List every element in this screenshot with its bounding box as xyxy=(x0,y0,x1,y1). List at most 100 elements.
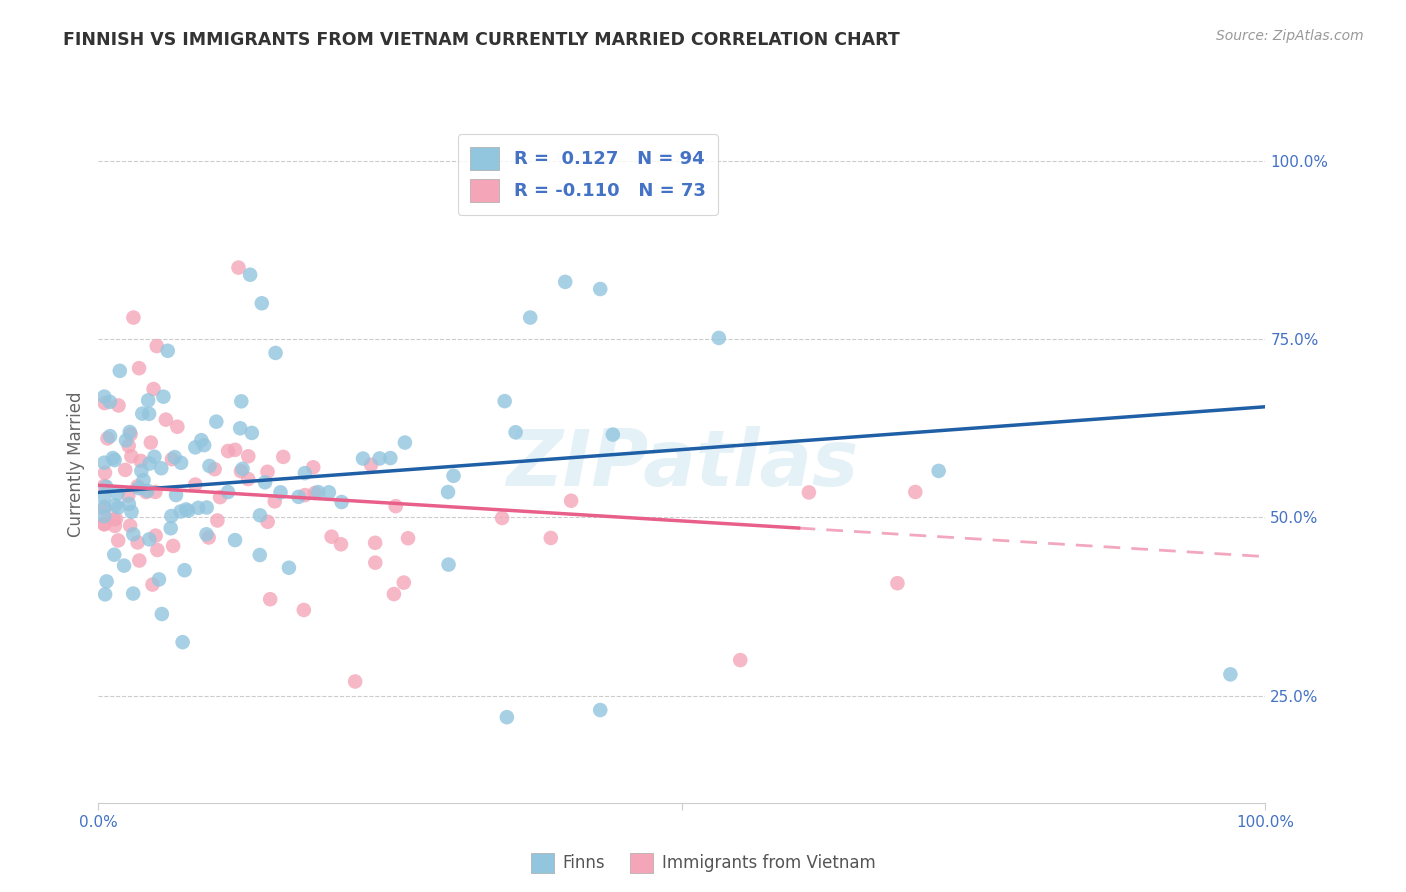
Point xyxy=(204,462,226,476)
Point xyxy=(96,574,118,589)
Point xyxy=(143,484,166,499)
Point xyxy=(302,460,325,475)
Point xyxy=(228,260,250,275)
Point xyxy=(141,577,163,591)
Point xyxy=(229,421,252,435)
Point xyxy=(364,556,387,570)
Point xyxy=(231,394,253,409)
Point xyxy=(169,504,191,518)
Point xyxy=(150,607,173,621)
Point xyxy=(269,485,291,500)
Point xyxy=(394,435,416,450)
Point xyxy=(360,458,382,472)
Point xyxy=(292,603,315,617)
Point xyxy=(160,509,183,524)
Point xyxy=(259,592,281,607)
Y-axis label: Currently Married: Currently Married xyxy=(66,391,84,537)
Point xyxy=(443,468,465,483)
Point xyxy=(318,485,340,500)
Point xyxy=(135,485,157,500)
Point xyxy=(264,346,287,360)
Text: ZIPatlas: ZIPatlas xyxy=(506,425,858,502)
Point xyxy=(207,513,229,527)
Point xyxy=(122,310,145,325)
Point xyxy=(271,450,294,464)
Point xyxy=(118,439,141,453)
Point xyxy=(93,491,115,505)
Point xyxy=(294,488,316,502)
Point xyxy=(108,364,131,378)
Point xyxy=(396,531,419,545)
Point xyxy=(589,703,612,717)
Point xyxy=(195,500,218,515)
Point xyxy=(205,415,228,429)
Point xyxy=(263,494,285,508)
Point xyxy=(138,533,160,547)
Point xyxy=(93,517,115,532)
Point xyxy=(104,499,127,513)
Point xyxy=(146,339,169,353)
Point xyxy=(589,282,612,296)
Point xyxy=(307,485,329,500)
Point xyxy=(93,396,115,410)
Point xyxy=(107,500,129,515)
Point xyxy=(1219,667,1241,681)
Point xyxy=(209,490,232,504)
Point xyxy=(132,473,155,487)
Point xyxy=(560,493,582,508)
Point xyxy=(136,393,159,408)
Point xyxy=(505,425,527,440)
Point xyxy=(122,527,145,541)
Point xyxy=(118,425,141,439)
Text: FINNISH VS IMMIGRANTS FROM VIETNAM CURRENTLY MARRIED CORRELATION CHART: FINNISH VS IMMIGRANTS FROM VIETNAM CURRE… xyxy=(63,31,900,49)
Point xyxy=(352,451,374,466)
Point xyxy=(128,361,150,376)
Point xyxy=(156,343,179,358)
Point xyxy=(232,462,254,476)
Point xyxy=(93,516,115,531)
Point xyxy=(707,331,730,345)
Point xyxy=(131,464,153,478)
Point xyxy=(364,536,387,550)
Point xyxy=(368,451,391,466)
Point xyxy=(184,477,207,491)
Point xyxy=(190,433,212,447)
Point xyxy=(494,394,516,409)
Point xyxy=(165,488,187,502)
Point xyxy=(170,456,193,470)
Point xyxy=(96,480,118,494)
Point xyxy=(127,479,149,493)
Point xyxy=(138,407,160,421)
Point xyxy=(143,450,166,464)
Point xyxy=(540,531,562,545)
Point xyxy=(128,481,150,495)
Point xyxy=(136,483,159,498)
Point xyxy=(107,486,129,500)
Point xyxy=(437,558,460,572)
Point xyxy=(172,635,194,649)
Point xyxy=(238,450,260,464)
Point xyxy=(198,458,221,473)
Point xyxy=(193,438,215,452)
Point xyxy=(249,548,271,562)
Point xyxy=(380,451,402,466)
Point xyxy=(120,427,142,442)
Point xyxy=(93,509,115,524)
Point xyxy=(101,451,124,466)
Point xyxy=(240,425,263,440)
Point xyxy=(104,512,127,526)
Point xyxy=(107,399,129,413)
Point xyxy=(392,575,415,590)
Point xyxy=(256,465,278,479)
Point xyxy=(229,464,252,478)
Point xyxy=(104,519,127,533)
Point xyxy=(166,419,188,434)
Point xyxy=(98,429,121,443)
Point xyxy=(93,456,115,470)
Point xyxy=(93,390,115,404)
Point xyxy=(217,444,239,458)
Point xyxy=(519,310,541,325)
Point xyxy=(129,454,152,468)
Point xyxy=(904,485,927,500)
Point xyxy=(152,390,174,404)
